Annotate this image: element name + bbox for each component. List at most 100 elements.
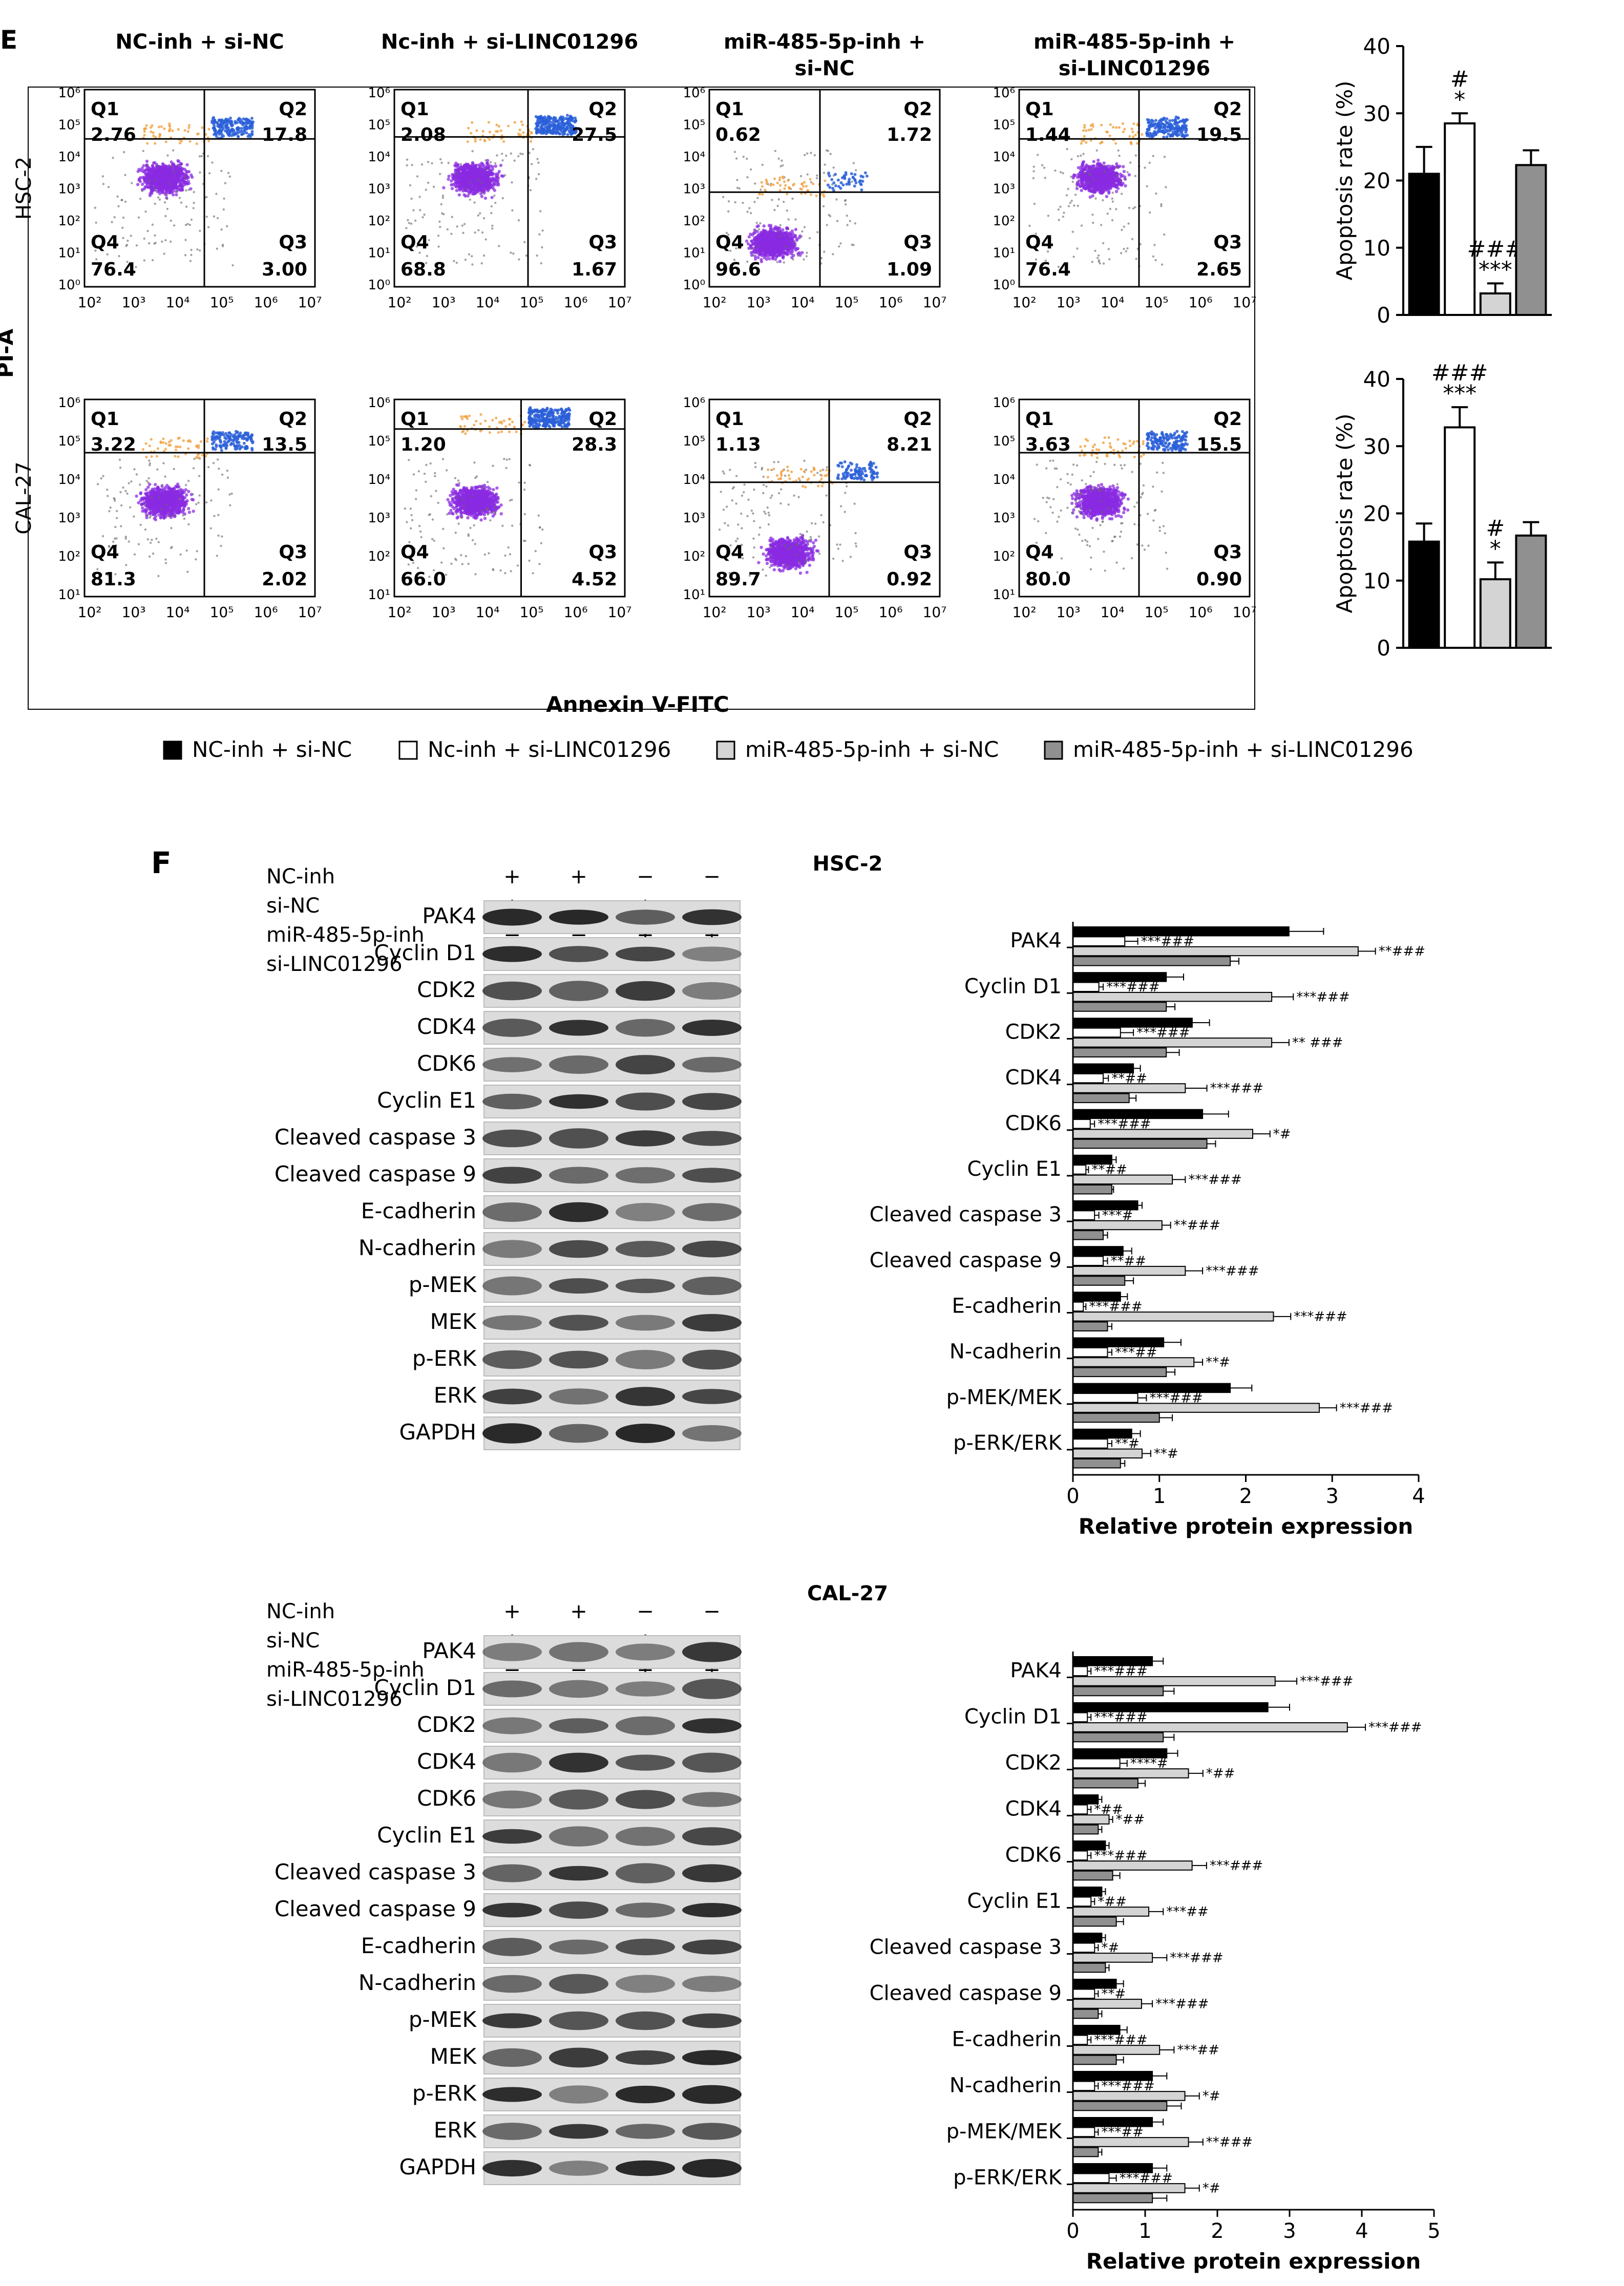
event-dot [1111, 179, 1115, 183]
quadrant-value: 0.62 [715, 124, 761, 145]
event-dot [759, 222, 762, 225]
event-dot [176, 159, 180, 163]
event-dot [1174, 126, 1178, 130]
event-dot [190, 253, 193, 257]
event-dot [145, 142, 149, 145]
event-dot [1094, 187, 1098, 191]
event-dot [1135, 258, 1137, 260]
event-dot [405, 227, 408, 229]
event-dot [1082, 174, 1086, 178]
event-dot [481, 231, 484, 234]
event-dot [235, 127, 239, 131]
event-dot [410, 197, 413, 200]
event-dot [483, 177, 487, 180]
event-dot [763, 243, 767, 247]
event-dot [145, 159, 149, 163]
event-dot [758, 228, 761, 230]
event-dot [491, 172, 495, 176]
event-dot [784, 242, 788, 245]
event-dot [1075, 184, 1078, 187]
quadrant-value: 1.67 [572, 259, 617, 280]
event-dot [239, 121, 243, 125]
event-dot [473, 192, 477, 195]
event-dot [822, 172, 826, 174]
x-tick-label: 10² [703, 294, 727, 311]
event-dot [181, 171, 184, 175]
event-dot [493, 188, 497, 192]
event-dot [427, 181, 430, 184]
event-dot [1129, 161, 1132, 164]
event-dot [1115, 126, 1118, 129]
event-dot [224, 126, 228, 130]
event-dot [1134, 206, 1136, 208]
column-title: Nc-inh + si-LINC01296 [381, 30, 638, 54]
event-dot [161, 186, 164, 189]
event-dot [407, 219, 409, 222]
event-dot [1165, 135, 1169, 139]
event-dot [782, 231, 785, 235]
event-dot [776, 261, 778, 264]
event-dot [145, 182, 150, 186]
event-dot [753, 201, 756, 203]
event-dot [218, 133, 221, 136]
event-dot [1086, 170, 1089, 174]
event-dot [828, 174, 831, 178]
event-dot [1116, 178, 1120, 182]
event-dot [562, 124, 566, 128]
event-dot [1183, 135, 1186, 138]
event-dot [147, 180, 150, 183]
event-dot [843, 199, 847, 202]
event-dot [760, 239, 763, 242]
event-dot [1107, 169, 1111, 173]
event-dot [779, 224, 782, 226]
event-dot [746, 157, 748, 160]
event-dot [1156, 129, 1160, 133]
event-dot [95, 221, 97, 224]
event-dot [786, 209, 789, 212]
event-dot [185, 205, 188, 208]
event-dot [472, 181, 476, 184]
event-dot [832, 166, 835, 169]
event-dot [484, 168, 487, 171]
event-dot [1174, 118, 1177, 122]
event-dot [466, 187, 469, 190]
event-dot [125, 244, 129, 246]
event-dot [1067, 187, 1069, 190]
event-dot [1032, 177, 1035, 180]
event-dot [178, 174, 182, 178]
event-dot [805, 185, 808, 188]
event-dot [457, 193, 461, 197]
event-dot [765, 239, 768, 243]
event-dot [158, 135, 161, 138]
event-dot [1161, 263, 1164, 266]
event-dot [853, 173, 857, 176]
event-dot [525, 255, 528, 257]
event-dot [799, 187, 802, 190]
event-dot [1128, 206, 1131, 209]
event-dot [113, 216, 116, 219]
quadrant-label: Q3 [279, 232, 307, 253]
event-dot [156, 167, 160, 172]
event-dot [164, 239, 167, 242]
event-dot [220, 129, 224, 132]
event-dot [494, 164, 498, 168]
event-dot [475, 129, 478, 132]
quadrant-label: Q3 [903, 232, 932, 253]
event-dot [146, 229, 149, 232]
event-dot [782, 247, 785, 250]
event-dot [477, 229, 480, 231]
event-dot [751, 233, 754, 237]
event-dot [787, 179, 790, 182]
event-dot [215, 135, 218, 138]
event-dot [492, 184, 495, 187]
panel-letter-e: E [0, 25, 17, 55]
event-dot [408, 222, 411, 224]
event-dot [207, 128, 210, 131]
event-dot [471, 263, 474, 266]
event-dot [1047, 215, 1050, 217]
event-dot [491, 224, 494, 227]
event-dot [806, 251, 808, 254]
event-dot [474, 231, 476, 234]
event-dot [237, 118, 240, 122]
